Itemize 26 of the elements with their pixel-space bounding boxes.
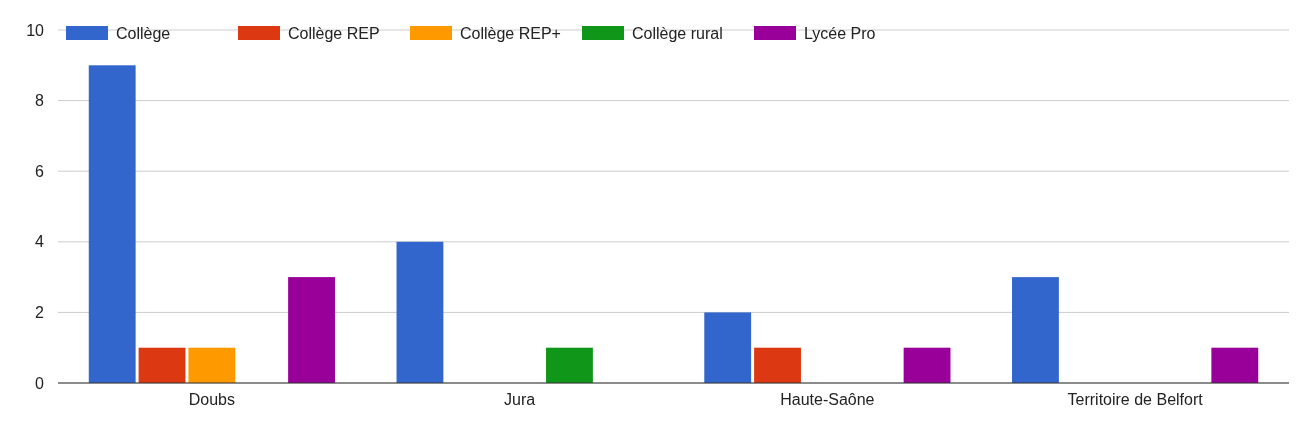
y-tick-label: 10: [26, 21, 45, 39]
y-tick-label: 6: [35, 162, 45, 180]
bar: [1012, 277, 1059, 383]
bar: [288, 277, 335, 383]
legend-label: Collège rural: [632, 24, 723, 42]
bar: [88, 65, 136, 383]
legend-label: Collège REP+: [460, 24, 561, 42]
bar: [546, 347, 593, 383]
x-tick-label: Doubs: [188, 391, 235, 408]
bar: [138, 347, 186, 383]
legend-label: Collège REP: [288, 24, 380, 42]
bar: [1211, 347, 1259, 383]
x-tick-label: Jura: [504, 391, 536, 408]
bar: [903, 347, 951, 383]
y-tick-label: 2: [35, 304, 45, 321]
y-tick-label: 8: [35, 92, 45, 110]
legend-label: Collège: [116, 24, 171, 42]
bar: [754, 347, 801, 383]
bar: [704, 312, 752, 383]
bar: [396, 241, 444, 383]
y-tick-label: 4: [35, 233, 45, 251]
y-tick-label: 0: [35, 374, 45, 392]
x-tick-label: Territoire de Belfort: [1067, 391, 1204, 408]
bar: [188, 347, 236, 383]
legend-label: Lycée Pro: [804, 24, 876, 42]
x-tick-label: Haute-Saône: [780, 391, 875, 408]
